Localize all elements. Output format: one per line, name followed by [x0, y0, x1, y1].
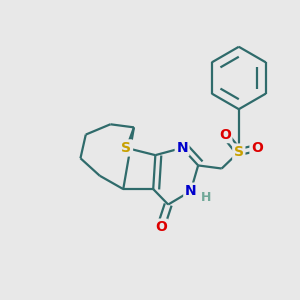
Text: N: N	[176, 141, 188, 155]
Text: O: O	[155, 220, 167, 234]
Text: S: S	[122, 141, 131, 155]
Text: S: S	[234, 145, 244, 159]
Text: N: N	[185, 184, 197, 198]
Text: O: O	[219, 128, 231, 142]
Text: H: H	[201, 191, 211, 204]
Text: O: O	[251, 141, 263, 155]
